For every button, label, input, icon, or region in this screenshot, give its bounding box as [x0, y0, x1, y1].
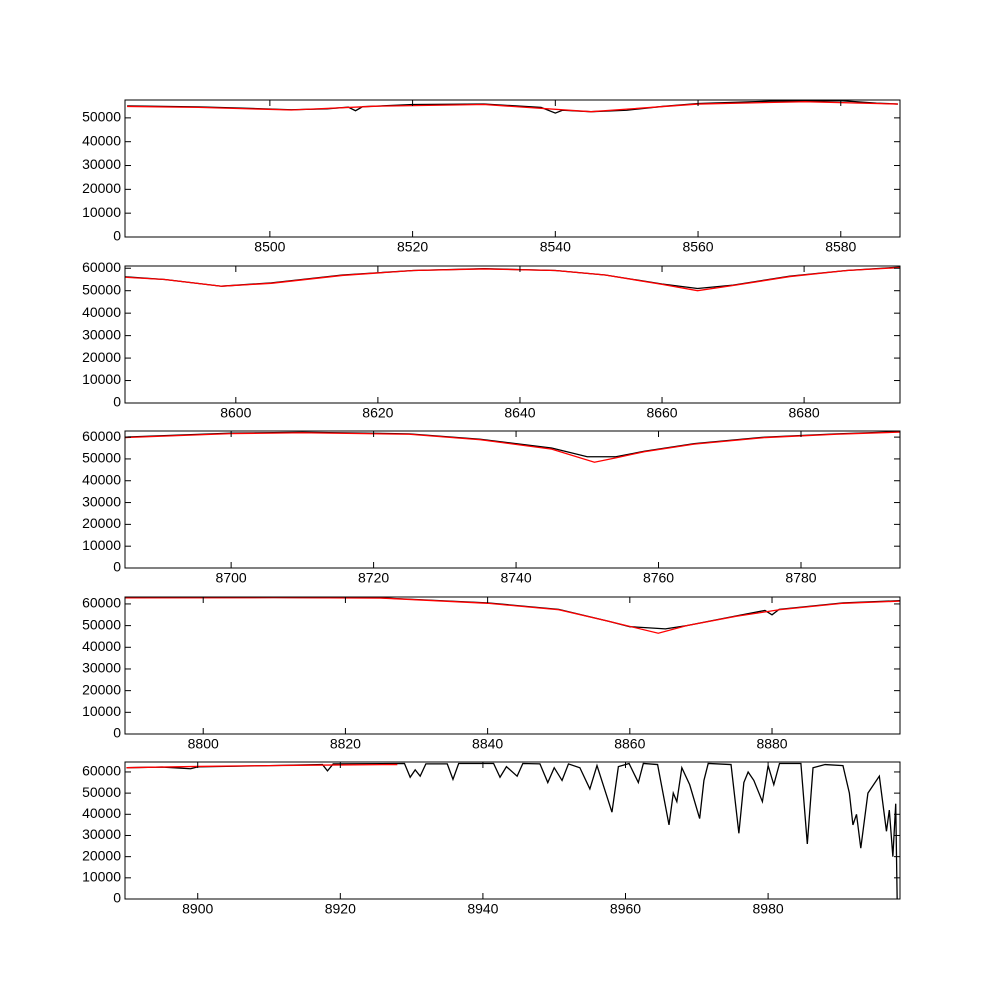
x-tick-label: 8700 [216, 570, 247, 586]
x-tick-label: 8740 [500, 570, 531, 586]
x-tick-label: 8600 [220, 405, 251, 421]
y-tick-label: 40000 [82, 304, 121, 320]
y-tick-label: 50000 [82, 784, 121, 800]
y-tick-label: 30000 [82, 660, 121, 676]
spectrum-line [126, 762, 898, 899]
axes-frame [124, 596, 901, 735]
y-tick-label: 50000 [82, 616, 121, 632]
y-tick-label: 40000 [82, 132, 121, 148]
y-tick-label: 0 [113, 890, 121, 906]
spectrum-line [126, 763, 398, 769]
y-tick-label: 10000 [82, 537, 121, 553]
y-tick-label: 0 [113, 394, 121, 410]
y-tick-label: 10000 [82, 703, 121, 719]
y-tick-label: 20000 [82, 349, 121, 365]
y-tick-label: 0 [113, 725, 121, 741]
y-tick-label: 40000 [82, 805, 121, 821]
y-tick-label: 30000 [82, 326, 121, 342]
x-tick-label: 8800 [188, 736, 219, 752]
x-tick-label: 8620 [362, 405, 393, 421]
spectrum-line [127, 101, 898, 113]
x-tick-label: 8500 [254, 239, 285, 255]
y-tick-label: 50000 [82, 109, 121, 125]
y-tick-label: 30000 [82, 156, 121, 172]
x-tick-label: 8860 [614, 736, 645, 752]
y-tick-label: 60000 [82, 259, 121, 275]
x-tick-label: 8840 [472, 736, 503, 752]
y-tick-label: 10000 [82, 204, 121, 220]
x-tick-label: 8880 [756, 736, 787, 752]
y-tick-label: 60000 [82, 595, 121, 611]
y-tick-label: 30000 [82, 826, 121, 842]
x-tick-label: 8760 [643, 570, 674, 586]
x-tick-label: 8540 [540, 239, 571, 255]
y-tick-label: 60000 [82, 428, 121, 444]
y-tick-label: 0 [113, 559, 121, 575]
y-tick-label: 20000 [82, 180, 121, 196]
y-tick-label: 0 [113, 228, 121, 244]
x-tick-label: 8820 [330, 736, 361, 752]
y-tick-label: 10000 [82, 371, 121, 387]
y-tick-label: 20000 [82, 681, 121, 697]
y-tick-label: 50000 [82, 450, 121, 466]
y-tick-label: 50000 [82, 281, 121, 297]
x-tick-label: 8680 [789, 405, 820, 421]
x-tick-label: 8980 [753, 901, 784, 917]
y-tick-label: 40000 [82, 471, 121, 487]
x-tick-label: 8900 [182, 901, 213, 917]
spectrum-line [125, 597, 900, 630]
axes-frame [124, 761, 901, 900]
x-tick-label: 8560 [682, 239, 713, 255]
x-tick-label: 8720 [358, 570, 389, 586]
spectrum-line [125, 431, 900, 463]
x-tick-label: 8640 [504, 405, 535, 421]
x-tick-label: 8780 [785, 570, 816, 586]
y-tick-label: 60000 [82, 763, 121, 779]
x-tick-label: 8660 [646, 405, 677, 421]
axes-frame [124, 265, 901, 404]
x-tick-label: 8920 [325, 901, 356, 917]
axes-frame [124, 430, 901, 569]
x-tick-label: 8960 [610, 901, 641, 917]
y-tick-label: 20000 [82, 515, 121, 531]
axes-frame [124, 99, 901, 238]
x-tick-label: 8580 [825, 239, 856, 255]
spectrum-line [125, 266, 900, 292]
spectrum-line [125, 597, 900, 634]
y-tick-label: 30000 [82, 493, 121, 509]
x-tick-label: 8520 [397, 239, 428, 255]
y-tick-label: 20000 [82, 847, 121, 863]
x-tick-label: 8940 [467, 901, 498, 917]
y-tick-label: 40000 [82, 638, 121, 654]
y-tick-label: 10000 [82, 869, 121, 885]
